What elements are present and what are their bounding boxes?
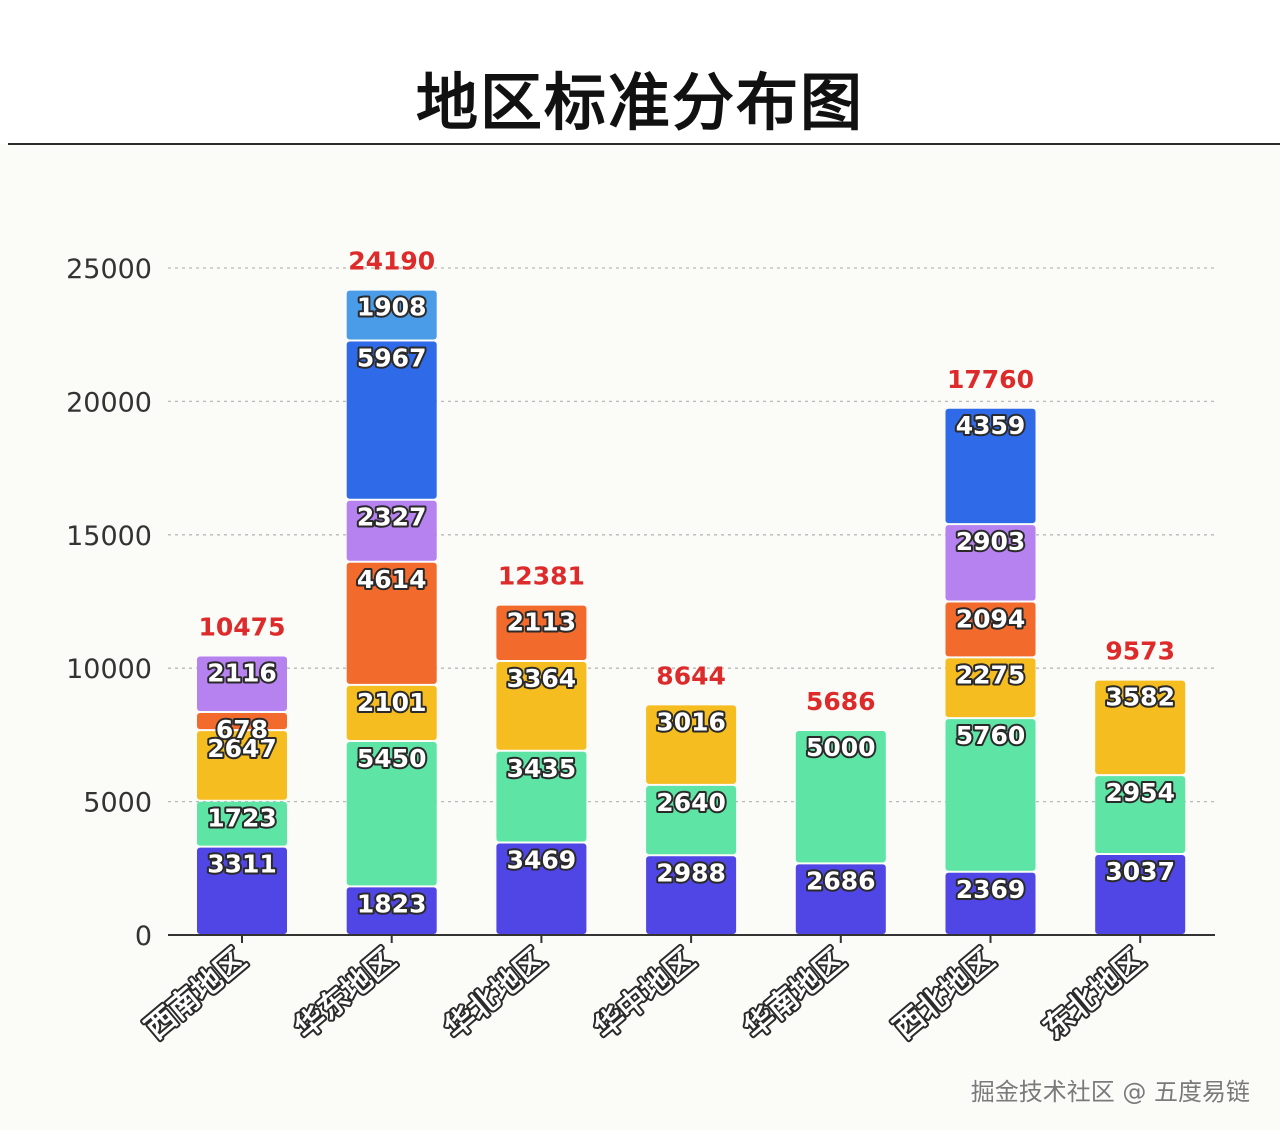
total-label: 5686 [806, 687, 876, 716]
title-divider [8, 143, 1280, 145]
chart-title: 地区标准分布图 [415, 66, 864, 139]
total-label: 12381 [498, 562, 585, 591]
bar-segment [646, 856, 737, 934]
segment-value-label: 4359 [956, 411, 1026, 440]
bar-segment [496, 751, 587, 842]
y-tick-label: 10000 [66, 654, 152, 685]
title-bar: 地区标准分布图 [0, 0, 1280, 144]
category-label: 西北地区 [887, 942, 1001, 1046]
segment-value-label: 5000 [806, 733, 876, 762]
segment-value-label: 2327 [357, 503, 427, 532]
category-label: 华南地区 [738, 942, 852, 1046]
bar-segment [945, 525, 1036, 601]
segment-value-label: 2116 [207, 659, 277, 688]
segment-value-label: 2094 [956, 605, 1026, 634]
segment-value-label: 1908 [357, 293, 427, 322]
segment-value-label: 3037 [1105, 857, 1175, 886]
bar-segment [346, 741, 437, 886]
segment-value-label: 2101 [357, 688, 427, 717]
bar-segment [795, 730, 886, 863]
segment-value-label: 2275 [956, 660, 1026, 689]
segment-value-label: 2903 [956, 527, 1026, 556]
total-label: 17760 [947, 365, 1034, 394]
bar-segment [945, 872, 1036, 934]
bar-segment [496, 843, 587, 934]
bar-segment [646, 785, 737, 855]
segment-value-label: 678 [216, 715, 268, 744]
segment-value-label: 3364 [507, 664, 577, 693]
bar-segment [945, 602, 1036, 657]
bar-segment [197, 847, 287, 934]
watermark: 掘金技术社区 @ 五度易链 [970, 1078, 1250, 1106]
segment-value-label: 2686 [806, 866, 876, 895]
segment-value-label: 3311 [207, 850, 277, 879]
bar-segment [496, 662, 587, 750]
segment-value-label: 3016 [656, 707, 726, 736]
category-label: 华北地区 [438, 942, 552, 1046]
bar-segment [346, 887, 437, 934]
bar-segment [1095, 680, 1186, 775]
bar-segment [346, 500, 437, 561]
bar-segment [945, 408, 1036, 524]
bar-segment [197, 731, 287, 800]
bar-segment [197, 712, 287, 730]
bar-segment [346, 562, 437, 684]
total-label: 8644 [656, 661, 726, 690]
y-tick-label: 25000 [66, 254, 152, 285]
total-label: 10475 [199, 613, 286, 642]
segment-value-label: 5450 [357, 744, 427, 773]
segment-value-label: 5967 [357, 344, 427, 373]
category-label: 西南地区 [139, 942, 253, 1046]
bar-segment [346, 685, 437, 740]
category-label: 华东地区 [288, 942, 402, 1046]
bar-segment [496, 605, 587, 661]
segment-value-label: 5760 [956, 721, 1026, 750]
segment-value-label: 2369 [956, 875, 1026, 904]
category-label: 东北地区 [1037, 942, 1151, 1046]
segment-value-label: 4614 [357, 565, 427, 594]
segment-value-label: 2647 [207, 734, 277, 763]
segment-value-label: 1823 [357, 889, 427, 918]
bar-segment [1095, 854, 1186, 934]
bar-segment [197, 801, 287, 846]
segment-value-label: 3582 [1105, 683, 1175, 712]
bar-segment [945, 719, 1036, 871]
bar-segment [945, 658, 1036, 718]
segment-value-label: 3469 [507, 845, 577, 874]
total-label: 24190 [348, 247, 435, 276]
y-tick-label: 0 [135, 921, 152, 952]
segment-value-label: 2640 [656, 788, 726, 817]
segment-value-label: 2954 [1105, 778, 1175, 807]
segment-value-label: 2113 [507, 608, 577, 637]
bar-segment [197, 656, 287, 711]
y-tick-label: 20000 [66, 387, 152, 418]
bar-segment [646, 705, 737, 784]
segment-value-label: 2988 [656, 858, 726, 887]
bar-segment [346, 290, 437, 340]
category-label: 华中地区 [588, 942, 702, 1046]
bar-segment [346, 341, 437, 499]
segment-value-label: 3435 [507, 754, 577, 783]
segment-value-label: 1723 [207, 804, 277, 833]
bar-segment [795, 864, 886, 934]
y-tick-label: 15000 [66, 521, 152, 552]
y-tick-label: 5000 [83, 788, 152, 819]
total-label: 9573 [1105, 637, 1175, 666]
bar-segment [1095, 776, 1186, 853]
